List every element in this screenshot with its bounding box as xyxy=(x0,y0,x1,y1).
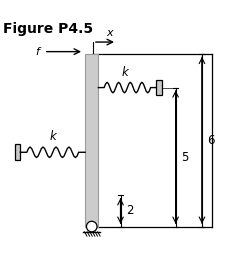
Text: 2: 2 xyxy=(126,205,133,217)
Bar xyxy=(156,80,162,95)
Text: Figure P4.5: Figure P4.5 xyxy=(3,22,93,36)
Text: 6: 6 xyxy=(207,134,215,147)
Bar xyxy=(15,144,20,160)
Text: f: f xyxy=(35,47,39,57)
Bar xyxy=(85,54,98,227)
Text: k: k xyxy=(122,66,128,79)
Circle shape xyxy=(87,221,97,232)
Text: x: x xyxy=(107,28,113,38)
Text: 5: 5 xyxy=(181,151,188,164)
Text: k: k xyxy=(49,130,56,143)
